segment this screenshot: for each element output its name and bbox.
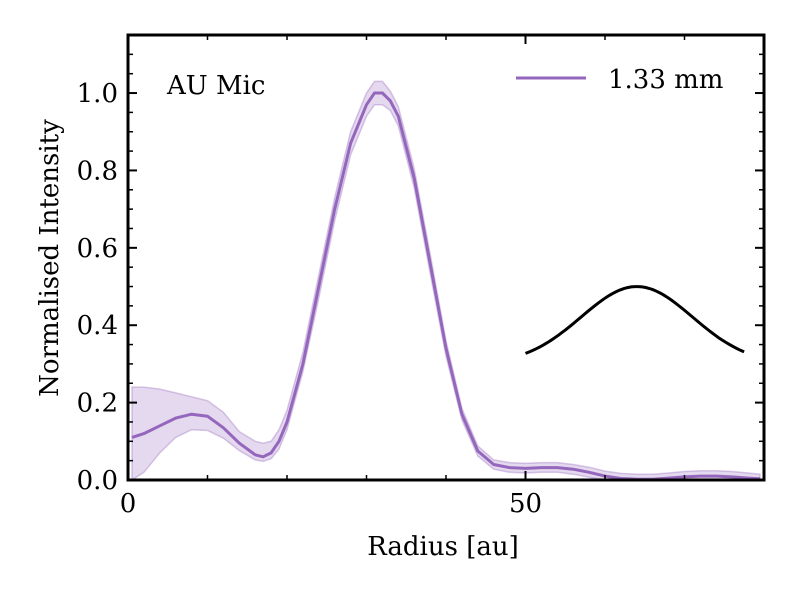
tick-labels: 0.0 0.2 0.4 0.6 0.8 1.0 0 50 xyxy=(77,79,542,519)
beam-profile xyxy=(524,285,745,355)
x-tick-label: 50 xyxy=(509,489,542,519)
y-tick-label: 0.8 xyxy=(77,156,118,186)
beam-profile-layer xyxy=(524,285,745,355)
legend: 1.33 mm xyxy=(516,65,723,95)
target-annotation: AU Mic xyxy=(166,71,265,101)
y-axis-title: Normalised Intensity xyxy=(35,119,65,397)
y-tick-label: 0.0 xyxy=(77,466,118,496)
y-tick-label: 0.6 xyxy=(77,234,118,264)
y-tick-label: 0.2 xyxy=(77,389,118,419)
uncertainty-band-layer xyxy=(131,80,761,482)
legend-label-1-33mm: 1.33 mm xyxy=(608,65,723,95)
x-tick-label: 0 xyxy=(120,489,137,519)
y-tick-label: 0.4 xyxy=(77,311,118,341)
plot-frame xyxy=(126,33,766,482)
y-tick-label: 1.0 xyxy=(77,79,118,109)
uncertainty-band xyxy=(131,80,761,482)
x-axis-title: Radius [au] xyxy=(367,532,519,562)
